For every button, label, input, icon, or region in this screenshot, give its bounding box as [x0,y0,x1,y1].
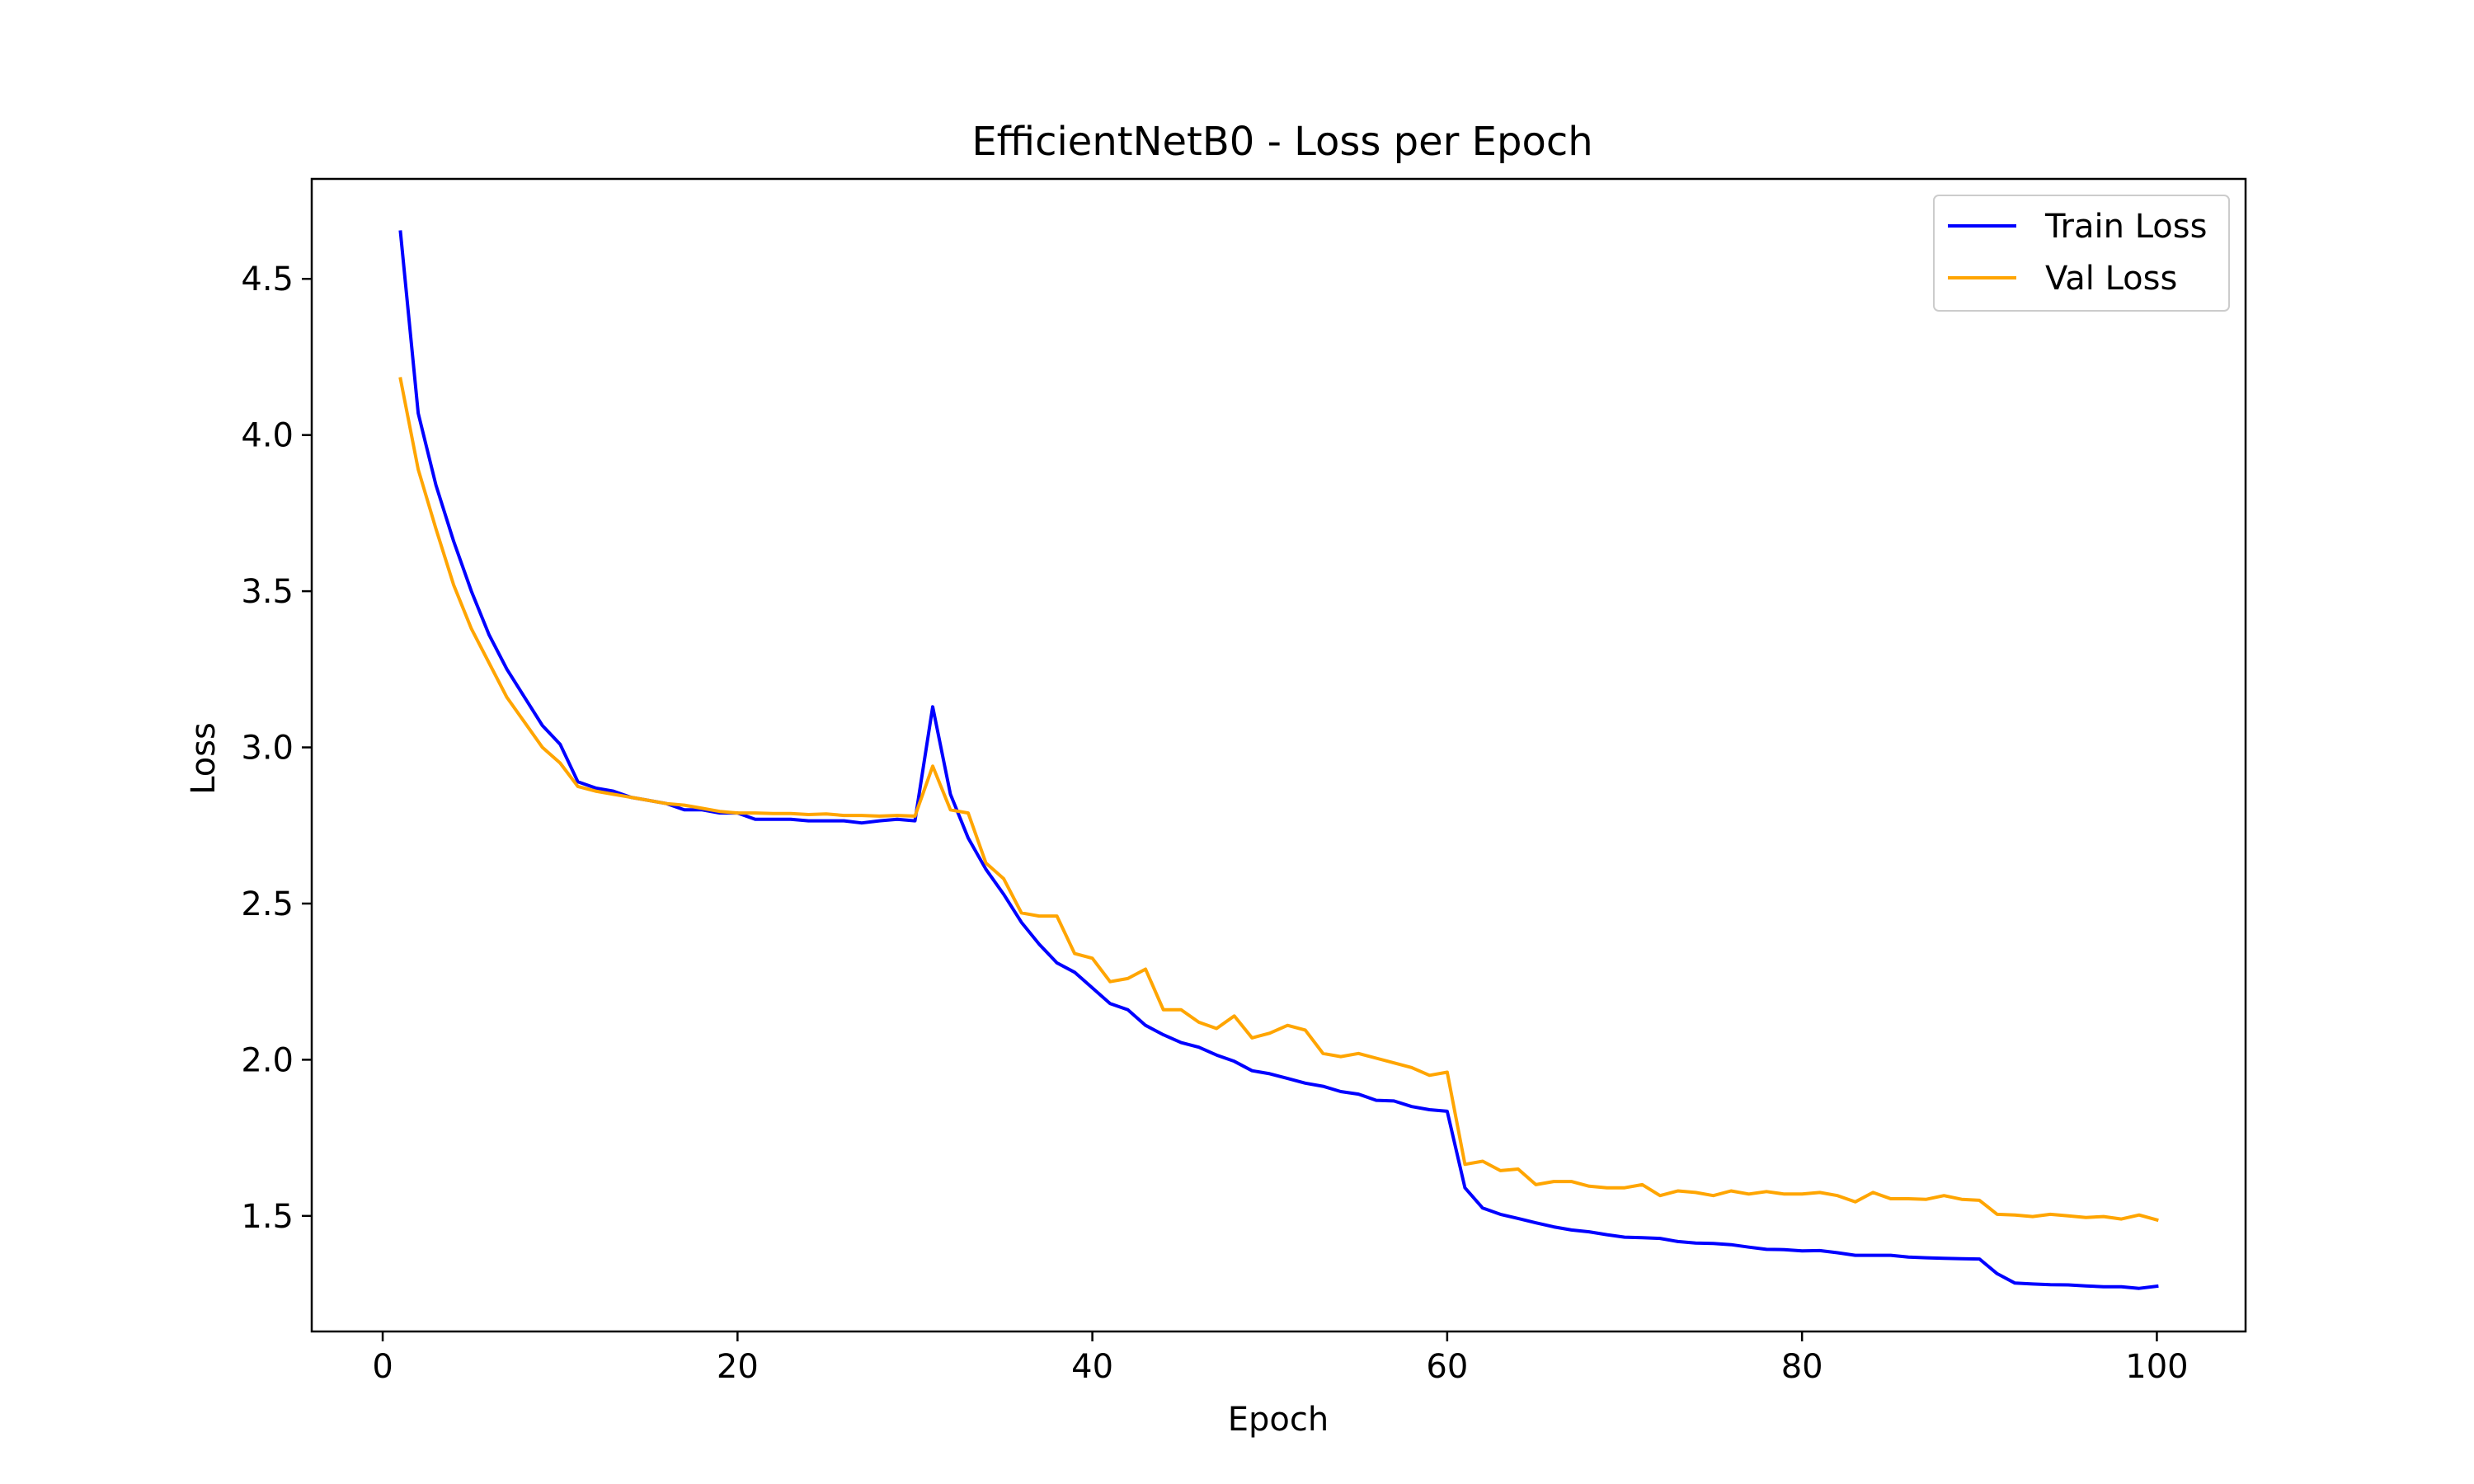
series-layer [398,230,2159,1290]
plot-area [310,177,2247,1333]
x-tick-label: 80 [1781,1348,1823,1386]
y-tick-label: 2.0 [241,1041,294,1079]
y-tick-label: 4.5 [241,261,294,298]
y-tick-label: 3.0 [241,730,294,768]
legend: Train Loss Val Loss [1933,195,2230,312]
x-tick-label: 100 [2125,1348,2188,1386]
series-line-val-loss [398,377,2159,1223]
plot-frame [310,177,2247,1333]
x-tick-label: 60 [1426,1348,1468,1386]
series-line-train-loss [398,230,2159,1290]
x-axis-label: Epoch [1228,1401,1329,1439]
y-axis-label: Loss [185,722,223,795]
x-tick-label: 40 [1071,1348,1113,1386]
plot-background [312,179,2246,1331]
y-tick-label: 3.5 [241,573,294,611]
y-axis: 1.5 2.0 2.5 3.0 3.5 4.0 4.5 [241,261,312,1236]
x-tick-label: 20 [717,1348,759,1386]
x-axis: 0 20 40 60 80 100 [372,1331,2189,1386]
legend-label-val-loss: Val Loss [2045,260,2177,298]
y-tick-label: 2.5 [241,885,294,923]
chart-title: EfficientNetB0 - Loss per Epoch [971,119,1592,165]
y-tick-label: 4.0 [241,417,294,455]
y-tick-label: 1.5 [241,1198,294,1236]
legend-label-train-loss: Train Loss [2044,208,2207,246]
x-tick-label: 0 [372,1348,393,1386]
